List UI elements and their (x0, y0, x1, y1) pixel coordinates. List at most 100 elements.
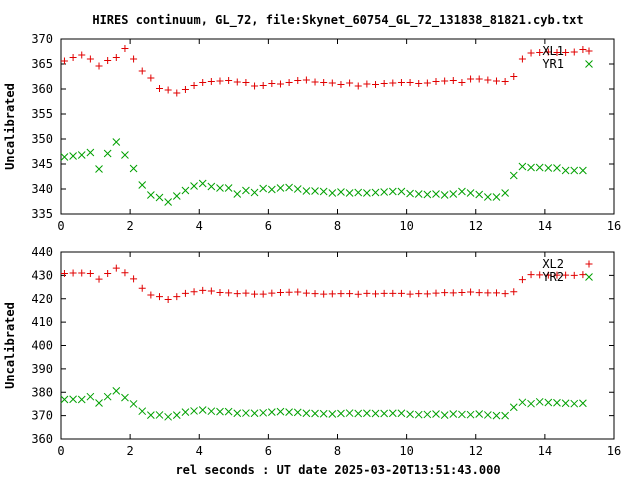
data-point (544, 48, 552, 56)
data-point (527, 163, 535, 172)
y-axis-label: Uncalibrated (3, 302, 17, 389)
data-point (440, 411, 449, 420)
x-tick-label: 16 (607, 219, 621, 233)
y-tick-label: 390 (31, 362, 53, 376)
data-point (129, 400, 138, 408)
data-point (86, 55, 94, 63)
data-point (121, 269, 129, 277)
data-point (190, 82, 198, 89)
series-yr1 (60, 138, 587, 206)
data-point (164, 198, 172, 206)
data-point (397, 289, 405, 297)
data-point (69, 395, 77, 404)
data-point (276, 288, 284, 296)
data-point (224, 184, 233, 192)
y-tick-label: 370 (31, 32, 53, 46)
data-point (276, 80, 284, 88)
data-point (311, 409, 319, 418)
data-point (233, 190, 242, 198)
data-point (397, 409, 406, 418)
data-point (216, 288, 224, 296)
y-tick-label: 335 (31, 207, 53, 221)
x-tick-label: 6 (265, 219, 272, 233)
data-point (129, 164, 138, 173)
data-point (216, 184, 224, 192)
data-point (562, 49, 570, 56)
data-point (371, 409, 380, 418)
y-tick-label: 360 (31, 82, 53, 96)
data-point (190, 407, 198, 415)
y-axis-label: Uncalibrated (3, 83, 17, 170)
data-point (475, 190, 484, 199)
series-yr2 (60, 386, 587, 421)
data-point (250, 409, 259, 418)
data-point (276, 407, 285, 416)
x-tick-label: 12 (469, 444, 483, 458)
data-point (544, 398, 553, 407)
data-point (77, 151, 86, 159)
data-point (397, 79, 405, 86)
data-point (423, 79, 431, 87)
data-point (147, 291, 155, 299)
data-point (354, 290, 362, 298)
data-point (510, 288, 518, 296)
data-point (112, 138, 121, 146)
data-point (346, 290, 354, 298)
data-point (77, 395, 86, 404)
data-point (121, 393, 129, 402)
data-point (380, 289, 388, 297)
data-point (406, 189, 414, 198)
data-point (60, 57, 68, 65)
x-tick-label: 10 (399, 444, 413, 458)
y-tick-label: 340 (31, 182, 53, 196)
data-point (414, 190, 423, 198)
data-point (570, 166, 579, 175)
data-point (458, 187, 466, 196)
data-point (319, 409, 328, 418)
data-point (432, 190, 440, 198)
data-point (363, 289, 371, 297)
plot-frame (60, 38, 615, 215)
data-point (466, 410, 475, 419)
data-point (492, 193, 501, 201)
data-point (104, 270, 112, 278)
y-tick-label: 355 (31, 107, 53, 121)
data-point (285, 79, 293, 86)
data-point (406, 290, 414, 298)
data-point (579, 46, 587, 53)
legend-label: YR2 (542, 270, 564, 284)
data-point (337, 81, 345, 88)
data-point (570, 399, 579, 408)
data-point (138, 67, 146, 75)
data-point (242, 409, 250, 417)
data-point (173, 293, 181, 301)
data-point (544, 164, 553, 172)
data-point (483, 411, 492, 419)
data-point (207, 287, 215, 295)
legend-marker (585, 47, 593, 55)
data-point (449, 410, 458, 418)
data-point (112, 264, 120, 272)
data-point (414, 410, 423, 419)
data-point (320, 79, 328, 86)
data-point (372, 81, 380, 88)
data-point (173, 89, 181, 97)
data-point (276, 184, 285, 192)
data-point (311, 78, 319, 86)
data-point (388, 187, 397, 196)
data-point (319, 187, 328, 196)
data-point (181, 186, 190, 195)
data-point (466, 189, 475, 197)
data-point (536, 49, 544, 56)
data-point (475, 289, 483, 297)
data-point (103, 392, 112, 401)
data-point (69, 54, 77, 61)
data-point (432, 289, 440, 297)
data-point (406, 79, 414, 86)
data-point (509, 171, 518, 180)
data-point (199, 79, 207, 86)
data-point (406, 410, 414, 419)
data-point (242, 289, 250, 297)
data-point (561, 166, 570, 175)
data-point (354, 82, 362, 90)
